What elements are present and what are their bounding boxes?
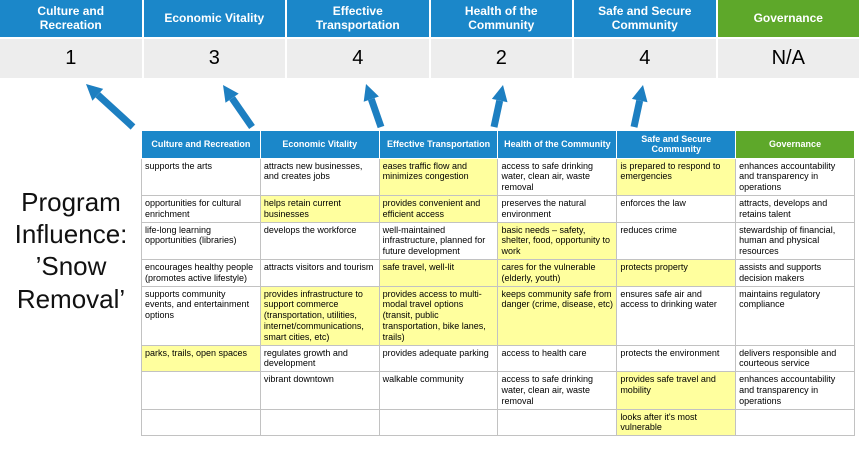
matrix-cell-highlighted: helps retain current businesses — [259, 195, 380, 223]
pillar-header-effective-transportation: Effective Transportation — [287, 0, 429, 37]
matrix-cell: enhances accountability and transparency… — [735, 157, 855, 197]
matrix-row: vibrant downtown walkable community access… — [141, 371, 855, 410]
matrix-cell-highlighted: protects property — [616, 259, 737, 287]
matrix-column-header: Effective Transportation — [378, 130, 499, 159]
score-governance: N/A — [717, 39, 859, 78]
matrix-cell: assists and supports decision makers — [735, 259, 855, 287]
matrix-row: opportunities for cultural enrichment hel… — [141, 195, 855, 223]
matrix-cell: access to health care — [497, 344, 618, 373]
matrix-row: life-long learning opportunities (librar… — [141, 221, 855, 261]
matrix-cell-highlighted: provides infrastructure to support comme… — [259, 285, 380, 346]
matrix-row: supports the arts attracts new businesses… — [141, 157, 855, 197]
matrix-cell: access to safe drinking water, clean air… — [497, 371, 618, 410]
matrix-cell-highlighted: is prepared to respond to emergencies — [616, 157, 737, 197]
pillar-header-safe-and-secure-community: Safe and Secure Community — [574, 0, 716, 37]
matrix-column-header: Economic Vitality — [259, 130, 380, 159]
score-safe-and-secure-community: 4 — [574, 39, 716, 78]
matrix-cell: maintains regulatory compliance — [735, 285, 855, 346]
matrix-cell: delivers responsible and courteous servi… — [735, 344, 855, 373]
arrow-overlay — [86, 84, 648, 130]
pillar-header-health-of-the-community: Health of the Community — [430, 0, 572, 37]
matrix-cell-highlighted: looks after it's most vulnerable — [616, 408, 737, 437]
matrix-cell: encourages healthy people (promotes acti… — [141, 259, 261, 287]
matrix-cell: regulates growth and development — [259, 344, 380, 373]
score-economic-vitality: 3 — [143, 39, 285, 78]
matrix-cell: attracts visitors and tourism — [259, 259, 380, 287]
matrix-cell — [141, 371, 261, 410]
matrix-row: parks, trails, open spaces regulates grow… — [141, 344, 855, 373]
matrix-cell — [497, 408, 618, 437]
matrix-cell: enhances accountability and transparency… — [735, 371, 855, 410]
matrix-cell: preserves the natural environment — [497, 195, 618, 223]
matrix-cell-highlighted: provides access to multi-modal travel op… — [378, 285, 499, 346]
matrix-cell: vibrant downtown — [259, 371, 380, 410]
pillar-score-row: 1 3 4 2 4 N/A — [0, 39, 859, 78]
up-arrow-icon — [630, 85, 648, 128]
pillar-header-row: Culture and Recreation Economic Vitality… — [0, 0, 859, 37]
score-culture-and-recreation: 1 — [0, 39, 142, 78]
pillar-scoreboard: Culture and Recreation Economic Vitality… — [0, 0, 859, 78]
pillar-header-governance: Governance — [717, 0, 859, 37]
score-health-of-the-community: 2 — [430, 39, 572, 78]
matrix-cell: life-long learning opportunities (librar… — [141, 221, 261, 261]
matrix-cell-highlighted: cares for the vulnerable (elderly, youth… — [497, 259, 618, 287]
matrix-cell — [378, 408, 499, 437]
matrix-cell-highlighted: provides safe travel and mobility — [616, 371, 737, 410]
matrix-cell: opportunities for cultural enrichment — [141, 195, 261, 223]
matrix-cell: well-maintained infrastructure, planned … — [378, 221, 499, 261]
matrix-cell: walkable community — [378, 371, 499, 410]
matrix-cell: enforces the law — [616, 195, 737, 223]
matrix-cell: attracts, develops and retains talent — [735, 195, 855, 223]
matrix-column-header: Health of the Community — [497, 130, 618, 159]
matrix-cell — [735, 408, 855, 437]
up-arrow-icon — [363, 84, 385, 129]
matrix-cell: supports the arts — [141, 157, 261, 197]
matrix-cell: provides adequate parking — [378, 344, 499, 373]
matrix-cell-highlighted: parks, trails, open spaces — [141, 344, 261, 373]
up-arrow-icon — [86, 84, 136, 130]
matrix-cell-highlighted: provides convenient and efficient access — [378, 195, 499, 223]
matrix-cell — [259, 408, 380, 437]
matrix-cell: protects the environment — [616, 344, 737, 373]
matrix-cell: supports community events, and entertain… — [141, 285, 261, 346]
matrix-column-header: Governance — [735, 130, 855, 159]
up-arrow-icon — [223, 85, 255, 129]
pillar-header-culture-and-recreation: Culture and Recreation — [0, 0, 142, 37]
matrix-header-row: Culture and Recreation Economic Vitality E… — [141, 130, 855, 159]
matrix-cell — [141, 408, 261, 437]
score-effective-transportation: 4 — [287, 39, 429, 78]
matrix-cell-highlighted: basic needs – safety, shelter, food, opp… — [497, 221, 618, 261]
matrix-row: supports community events, and entertain… — [141, 285, 855, 346]
matrix-cell: develops the workforce — [259, 221, 380, 261]
matrix-cell: reduces crime — [616, 221, 737, 261]
matrix-cell: stewardship of financial, human and phys… — [735, 221, 855, 261]
matrix-column-header: Safe and Secure Community — [616, 130, 737, 159]
matrix-cell: access to safe drinking water, clean air… — [497, 157, 618, 197]
matrix-cell-highlighted: eases traffic flow and minimizes congest… — [378, 157, 499, 197]
matrix-column-header: Culture and Recreation — [141, 130, 261, 159]
up-arrow-icon — [490, 85, 508, 128]
matrix-cell: attracts new businesses, and creates job… — [259, 157, 380, 197]
matrix-cell-highlighted: safe travel, well-lit — [378, 259, 499, 287]
matrix-row: looks after it's most vulnerable — [141, 408, 855, 437]
program-influence-label: Program Influence: ’Snow Removal’ — [14, 187, 128, 314]
service-matrix-table: Culture and Recreation Economic Vitality E… — [141, 130, 855, 437]
matrix-row: encourages healthy people (promotes acti… — [141, 259, 855, 287]
matrix-cell: ensures safe air and access to drinking … — [616, 285, 737, 346]
pillar-header-economic-vitality: Economic Vitality — [143, 0, 285, 37]
matrix-cell-highlighted: keeps community safe from danger (crime,… — [497, 285, 618, 346]
